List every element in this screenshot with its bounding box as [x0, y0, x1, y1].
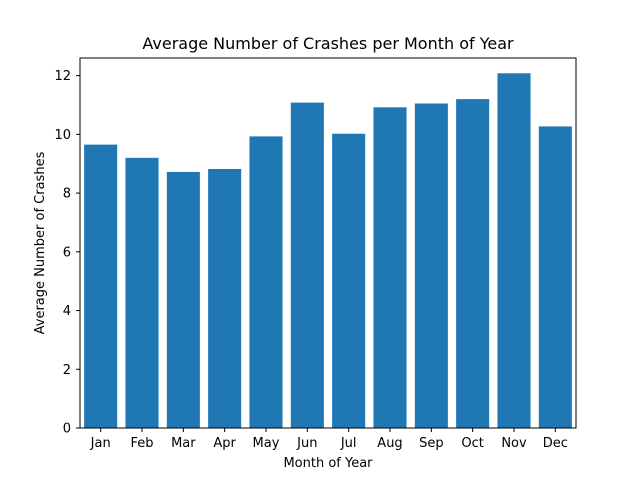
x-tick-label-may: May	[253, 436, 280, 451]
bar-dec	[538, 126, 572, 429]
bar-mar	[166, 171, 200, 428]
bar-sep	[414, 103, 448, 429]
x-tick-label-feb: Feb	[130, 436, 153, 451]
plot-frame	[79, 57, 577, 429]
x-tick-label-oct: Oct	[461, 436, 483, 451]
x-tick-label-jul: Jul	[340, 436, 357, 451]
y-tick-label-4: 4	[63, 304, 71, 319]
y-tick-label-0: 0	[63, 422, 71, 437]
y-axis: 0 2 4 6 8 10 12	[54, 69, 80, 437]
y-tick-label-8: 8	[63, 187, 71, 202]
y-tick-label-2: 2	[63, 363, 71, 378]
x-tick-label-jun: Jun	[296, 436, 317, 451]
bar-may	[249, 136, 283, 428]
x-tick-label-dec: Dec	[543, 436, 568, 451]
x-axis: Jan Feb Mar Apr May Jun Jul Aug Sep Oct Nov Dec	[90, 428, 568, 451]
x-tick-label-nov: Nov	[501, 436, 527, 451]
y-axis-label: Average Number of Crashes	[33, 151, 48, 334]
x-tick-label-sep: Sep	[419, 436, 444, 451]
bar-oct	[456, 99, 490, 429]
bar-jul	[332, 133, 366, 428]
bars-layer	[84, 73, 572, 429]
x-axis-label: Month of Year	[283, 456, 373, 471]
bar-jun	[290, 102, 324, 428]
bar-jan	[84, 144, 118, 428]
x-tick-label-jan: Jan	[90, 436, 111, 451]
y-tick-label-10: 10	[54, 128, 71, 143]
x-tick-label-aug: Aug	[377, 436, 402, 451]
x-tick-label-mar: Mar	[171, 436, 196, 451]
bar-feb	[125, 157, 159, 428]
x-tick-label-apr: Apr	[213, 436, 236, 451]
chart-title: Average Number of Crashes per Month of Y…	[142, 34, 514, 53]
bar-aug	[373, 107, 407, 428]
y-tick-label-12: 12	[54, 69, 71, 84]
bar-nov	[497, 73, 531, 429]
bar-apr	[208, 169, 242, 428]
y-tick-label-6: 6	[63, 245, 71, 260]
